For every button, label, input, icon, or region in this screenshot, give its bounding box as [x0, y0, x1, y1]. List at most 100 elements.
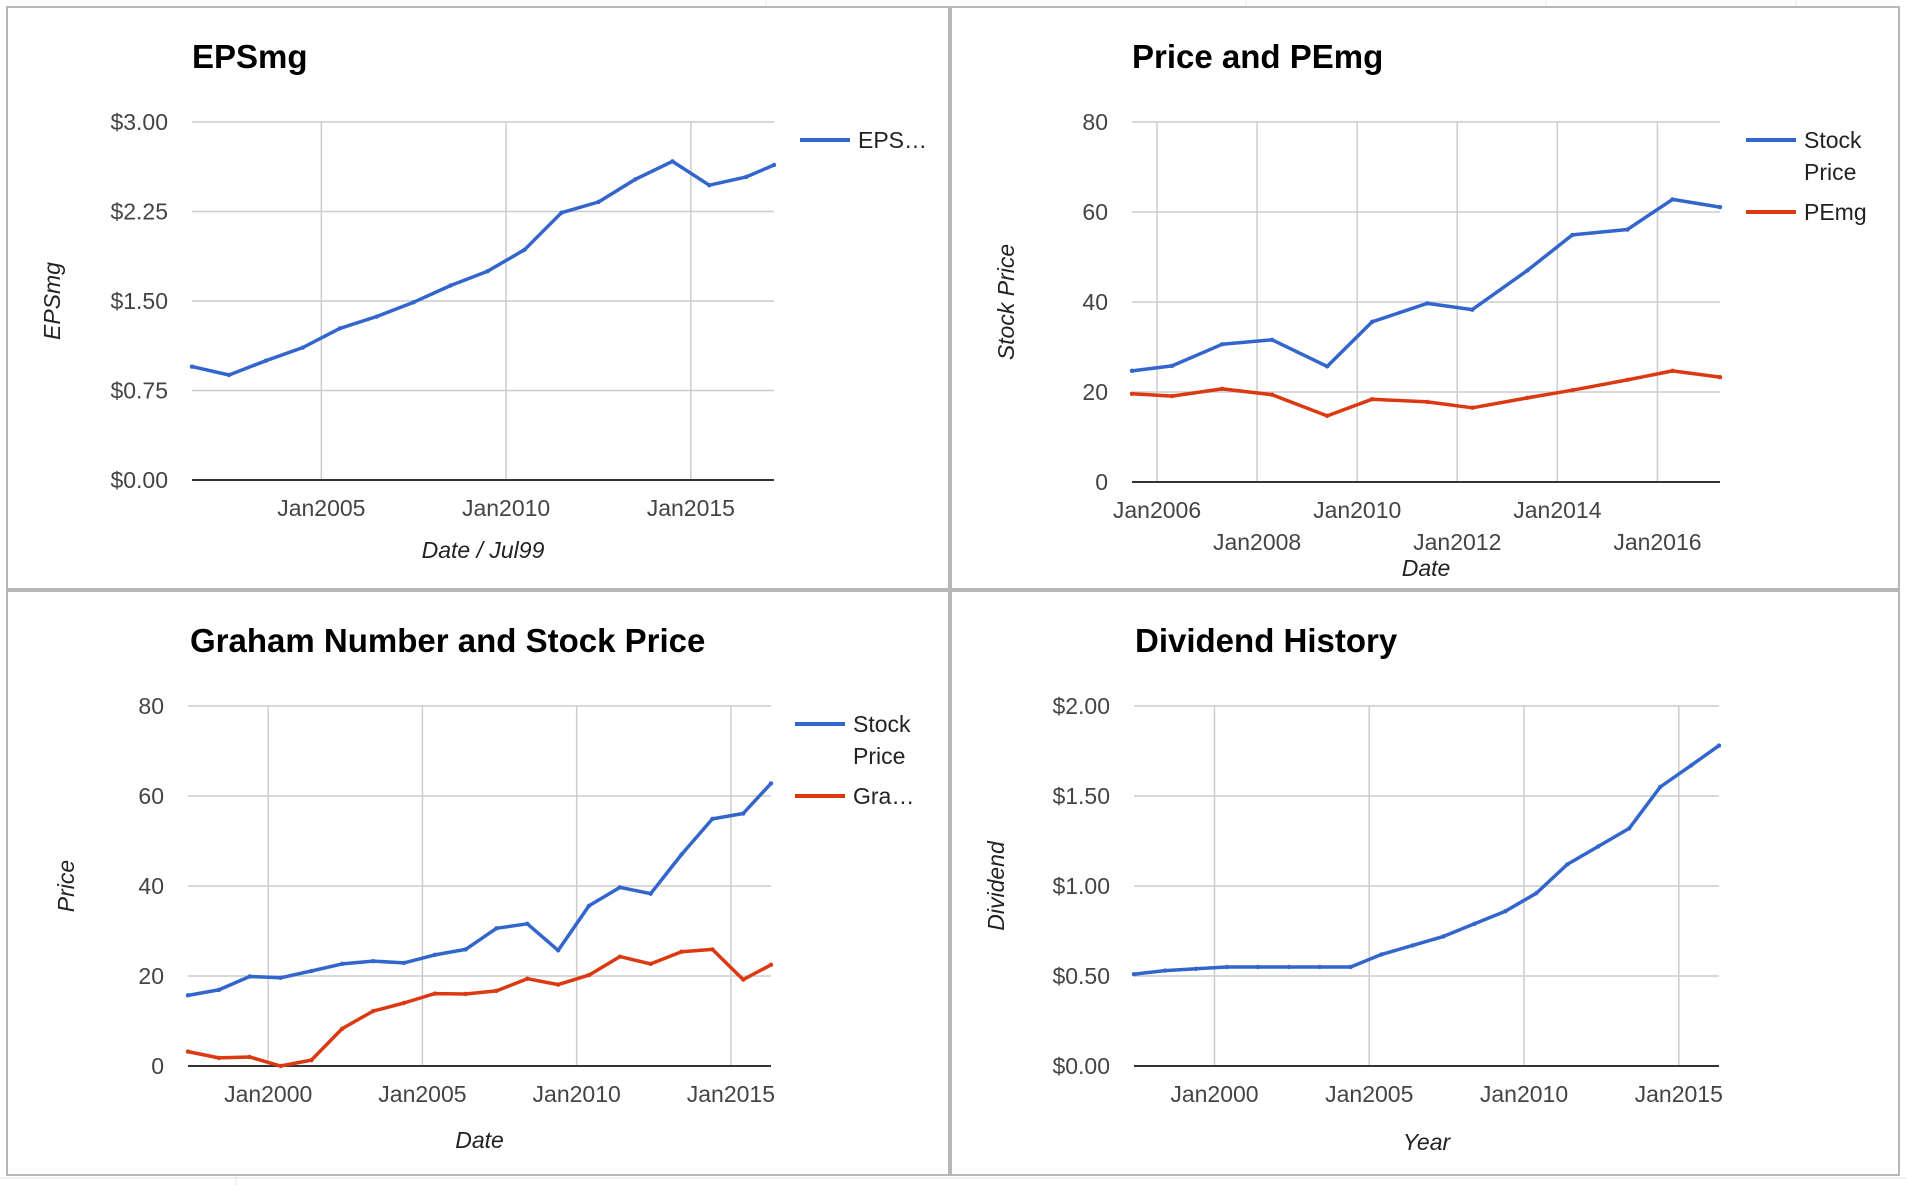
data-point[interactable]	[300, 345, 306, 350]
data-point[interactable]	[1324, 413, 1330, 419]
data-point[interactable]	[485, 268, 490, 274]
data-point[interactable]	[337, 326, 343, 331]
data-point[interactable]	[309, 1057, 314, 1063]
data-point[interactable]	[1570, 232, 1575, 238]
data-point[interactable]	[670, 159, 675, 164]
data-point[interactable]	[710, 947, 715, 952]
series-line-2[interactable]	[1130, 369, 1722, 418]
data-point[interactable]	[1441, 934, 1446, 939]
data-point[interactable]	[768, 781, 774, 786]
data-point[interactable]	[1162, 968, 1168, 973]
data-point[interactable]	[1625, 377, 1630, 383]
data-point[interactable]	[247, 1054, 252, 1060]
series-line-1[interactable]	[190, 159, 776, 377]
data-point[interactable]	[559, 210, 564, 215]
data-point[interactable]	[247, 974, 252, 979]
series-line-1[interactable]	[186, 781, 773, 998]
data-point[interactable]	[1670, 368, 1675, 374]
data-point[interactable]	[463, 991, 468, 997]
data-point[interactable]	[1570, 388, 1575, 393]
data-point[interactable]	[1379, 952, 1384, 957]
data-point[interactable]	[370, 958, 376, 964]
data-point[interactable]	[768, 962, 774, 967]
data-point[interactable]	[370, 1008, 376, 1014]
data-point[interactable]	[1269, 392, 1275, 397]
data-point[interactable]	[1717, 204, 1723, 210]
data-point[interactable]	[374, 314, 379, 319]
data-point[interactable]	[1625, 227, 1630, 232]
data-point[interactable]	[1470, 405, 1475, 410]
data-point[interactable]	[617, 954, 623, 959]
data-point[interactable]	[633, 177, 638, 182]
data-point[interactable]	[216, 987, 222, 993]
data-point[interactable]	[1224, 964, 1230, 970]
data-point[interactable]	[1219, 386, 1225, 392]
data-point[interactable]	[340, 1026, 345, 1031]
series-line-2[interactable]	[186, 947, 773, 1068]
data-point[interactable]	[1324, 364, 1330, 369]
data-point[interactable]	[1269, 337, 1275, 342]
chart-panel-epsmg[interactable]: EPSmg $0.00 $0.75 $1.50 $2.25 $3.00 Jan2005 Jan…	[6, 6, 950, 590]
data-point[interactable]	[1657, 784, 1663, 790]
data-point[interactable]	[1716, 743, 1722, 748]
data-point[interactable]	[741, 977, 746, 982]
data-point[interactable]	[1370, 397, 1375, 402]
data-point[interactable]	[401, 1000, 407, 1006]
data-point[interactable]	[1169, 393, 1175, 399]
data-point[interactable]	[1255, 964, 1261, 970]
data-point[interactable]	[710, 816, 715, 822]
data-point[interactable]	[494, 988, 499, 994]
data-point[interactable]	[411, 299, 416, 305]
data-point[interactable]	[1525, 395, 1530, 401]
data-point[interactable]	[494, 926, 499, 931]
data-point[interactable]	[1688, 763, 1694, 768]
data-point[interactable]	[617, 885, 623, 890]
data-point[interactable]	[1565, 862, 1570, 867]
data-point[interactable]	[744, 174, 749, 180]
data-point[interactable]	[1472, 921, 1477, 926]
data-point[interactable]	[1596, 844, 1601, 849]
data-point[interactable]	[1525, 268, 1530, 273]
data-point[interactable]	[1534, 891, 1539, 896]
data-point[interactable]	[432, 991, 437, 996]
data-point[interactable]	[1317, 964, 1322, 970]
data-point[interactable]	[648, 891, 653, 896]
data-point[interactable]	[771, 162, 777, 168]
data-point[interactable]	[463, 947, 468, 952]
data-point[interactable]	[1670, 197, 1675, 202]
data-point[interactable]	[432, 952, 437, 958]
data-point[interactable]	[741, 811, 746, 816]
chart-panel-price-and-pemg[interactable]: Price and PEmg 0 20 40 60 80 Jan2006 Jan2008 Jan…	[950, 6, 1900, 590]
data-point[interactable]	[525, 921, 530, 926]
data-point[interactable]	[185, 993, 191, 998]
data-point[interactable]	[1370, 319, 1375, 324]
data-point[interactable]	[1717, 374, 1723, 380]
data-point[interactable]	[586, 903, 592, 908]
chart-panel-dividend-history[interactable]: Dividend History $0.00 $0.50 $1.00 $1.50 $2.0…	[950, 590, 1900, 1176]
data-point[interactable]	[707, 183, 712, 188]
data-point[interactable]	[1129, 368, 1135, 374]
data-point[interactable]	[226, 372, 232, 378]
data-point[interactable]	[278, 1063, 283, 1069]
data-point[interactable]	[1425, 301, 1430, 306]
data-point[interactable]	[1348, 964, 1353, 970]
data-point[interactable]	[263, 358, 269, 363]
data-point[interactable]	[1503, 909, 1508, 914]
data-point[interactable]	[1425, 399, 1430, 405]
data-point[interactable]	[278, 975, 283, 980]
data-point[interactable]	[185, 1049, 191, 1054]
data-point[interactable]	[309, 968, 314, 974]
chart-panel-graham-number[interactable]: Graham Number and Stock Price 0 20 40 60 80 Ja…	[6, 590, 950, 1176]
data-point[interactable]	[555, 948, 561, 953]
data-point[interactable]	[1286, 964, 1291, 970]
data-point[interactable]	[1131, 972, 1137, 977]
data-point[interactable]	[340, 961, 345, 967]
data-point[interactable]	[586, 972, 592, 978]
data-point[interactable]	[448, 283, 453, 288]
data-point[interactable]	[522, 247, 527, 252]
data-point[interactable]	[648, 961, 653, 967]
data-point[interactable]	[596, 199, 601, 205]
data-point[interactable]	[555, 982, 561, 987]
data-point[interactable]	[1627, 826, 1632, 831]
data-point[interactable]	[216, 1055, 222, 1061]
